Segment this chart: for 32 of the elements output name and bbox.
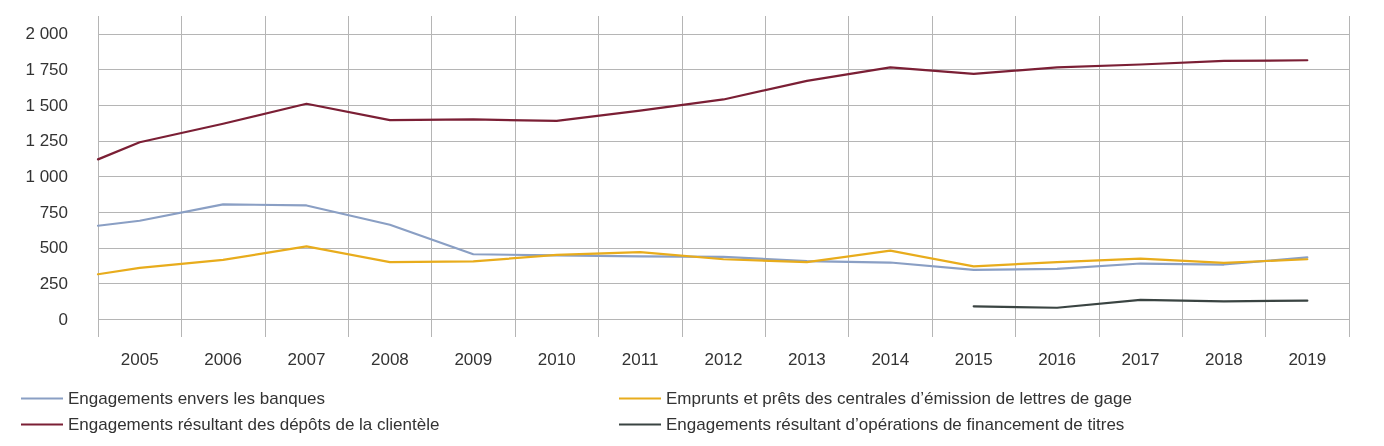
y-tick-label: 1 250: [25, 131, 68, 151]
y-tick-label: 500: [39, 238, 68, 258]
x-tick-label: 2012: [704, 350, 743, 369]
y-tick-label: 250: [39, 274, 68, 293]
x-tick-label: 2011: [621, 350, 659, 369]
y-tick-label: 1 000: [25, 167, 68, 186]
x-tick-label: 2019: [1288, 350, 1327, 369]
legend-label: Emprunts et prêts des centrales d’émission de lettres de gage: [666, 389, 1132, 408]
legend-label: Engagements envers les banques: [68, 389, 326, 408]
y-tick-label: 750: [39, 202, 68, 222]
x-tick-label: 2018: [1204, 350, 1243, 369]
line-series: [96, 203, 1309, 272]
x-tick-label: 2006: [204, 350, 243, 369]
x-tick-label: 2016: [1038, 350, 1077, 369]
y-tick-label: 1 750: [25, 60, 68, 79]
line-series: [96, 245, 1309, 276]
legend-label: Engagements résultant des dépôts de la clientèle: [68, 415, 440, 434]
x-tick-label: 2017: [1121, 350, 1160, 369]
x-tick-label: 2005: [120, 350, 159, 369]
x-tick-label: 2013: [787, 350, 826, 369]
line-series: [96, 59, 1309, 161]
y-tick-label: 2 000: [25, 24, 68, 44]
x-tick-label: 2010: [537, 350, 576, 369]
x-tick-label: 2014: [871, 350, 910, 369]
x-tick-label: 2008: [370, 350, 409, 369]
x-tick-label: 2015: [954, 350, 993, 369]
x-tick-label: 2009: [454, 350, 493, 369]
x-tick-label: 2007: [287, 350, 326, 369]
legend-label: Engagements résultant d’opérations de financement de titres: [666, 415, 1125, 434]
y-tick-label: 0: [58, 309, 68, 329]
line-series: [972, 298, 1309, 309]
y-tick-label: 1 500: [25, 95, 68, 115]
